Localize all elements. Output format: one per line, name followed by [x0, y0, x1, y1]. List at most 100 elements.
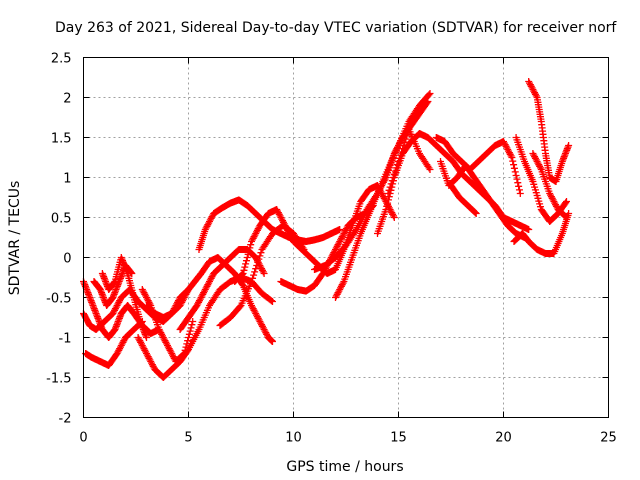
- data-point: [204, 221, 212, 229]
- data-point: [471, 208, 479, 216]
- data-point: [259, 324, 267, 332]
- data-point: [155, 326, 163, 333]
- data-point: [199, 290, 207, 298]
- x-tick-labels: 0 5 10 15 20 25: [79, 431, 616, 446]
- data-point: [278, 215, 286, 223]
- data-point: [119, 338, 127, 346]
- data-point: [257, 263, 265, 271]
- data-point: [392, 164, 400, 172]
- data-point: [515, 186, 523, 194]
- data-point: [509, 157, 517, 165]
- data-point: [158, 332, 166, 340]
- data-point: [472, 210, 480, 217]
- data-point: [281, 222, 289, 229]
- data-point: [185, 330, 193, 338]
- data-point: [182, 290, 190, 298]
- y-tick-label: 2: [63, 92, 71, 107]
- data-point: [238, 270, 246, 278]
- data-point: [389, 174, 397, 181]
- data-point: [114, 348, 122, 356]
- data-point: [337, 284, 345, 292]
- data-point: [197, 294, 205, 301]
- data-point: [167, 348, 175, 356]
- data-point: [261, 327, 269, 335]
- data-point: [565, 142, 573, 149]
- data-point: [182, 343, 190, 351]
- data-point: [183, 289, 191, 297]
- data-point: [510, 161, 518, 169]
- data-point: [250, 271, 258, 279]
- data-point: [157, 329, 165, 337]
- data-point: [341, 228, 349, 236]
- data-point: [402, 135, 410, 143]
- data-point: [143, 350, 150, 357]
- y-tick-label: 1.5: [51, 132, 72, 147]
- data-point: [200, 289, 208, 297]
- data-point: [529, 86, 537, 93]
- data-point: [269, 298, 276, 305]
- data-point: [159, 334, 167, 341]
- data-point: [512, 172, 520, 179]
- data-point: [528, 84, 536, 92]
- data-point: [507, 152, 515, 160]
- data-point: [547, 193, 555, 201]
- data-point: [138, 342, 146, 349]
- data-point: [502, 142, 510, 150]
- data-point: [337, 236, 345, 244]
- data-point: [401, 138, 409, 146]
- data-point: [551, 199, 559, 207]
- data-point: [398, 148, 406, 156]
- data-point: [243, 254, 251, 261]
- data-point: [241, 263, 249, 271]
- data-point: [144, 297, 152, 305]
- data-point: [164, 343, 172, 351]
- data-point: [332, 292, 340, 300]
- data-point: [249, 234, 257, 242]
- data-point: [333, 242, 341, 250]
- data-point: [334, 241, 342, 249]
- data-point: [267, 297, 275, 305]
- data-point: [274, 207, 282, 215]
- data-point: [515, 182, 523, 190]
- data-point: [337, 282, 345, 290]
- data-point: [403, 132, 411, 140]
- data-point: [527, 82, 535, 90]
- data-point: [169, 351, 177, 359]
- data-point: [262, 329, 270, 337]
- data-point: [287, 233, 295, 241]
- data-point: [143, 294, 150, 301]
- data-point: [194, 300, 202, 308]
- data-point: [165, 345, 173, 353]
- data-point: [116, 297, 124, 305]
- data-point: [138, 286, 146, 293]
- data-point: [372, 191, 380, 199]
- data-point: [238, 280, 246, 288]
- data-point: [164, 342, 171, 349]
- data-point: [256, 252, 264, 260]
- y-tick-label: 2.5: [51, 52, 72, 67]
- data-point: [333, 290, 341, 298]
- data-point: [286, 231, 294, 239]
- data-point: [114, 300, 122, 308]
- data-point: [256, 318, 264, 325]
- data-point: [258, 265, 266, 273]
- data-point: [335, 239, 343, 247]
- data-point: [143, 334, 150, 341]
- data-point: [146, 356, 154, 364]
- data-point: [338, 233, 346, 241]
- data-point: [135, 335, 143, 343]
- data-point: [257, 319, 265, 327]
- data-point: [181, 346, 189, 354]
- data-point: [253, 311, 261, 319]
- data-point: [202, 284, 210, 292]
- data-point: [253, 228, 261, 236]
- data-point: [389, 212, 397, 220]
- data-point: [280, 220, 288, 228]
- data-point: [257, 249, 265, 257]
- data-point: [149, 362, 157, 370]
- data-point: [384, 190, 392, 197]
- data-point: [237, 271, 245, 279]
- data-point: [113, 350, 121, 357]
- data-point: [526, 79, 534, 87]
- data-point: [501, 141, 509, 149]
